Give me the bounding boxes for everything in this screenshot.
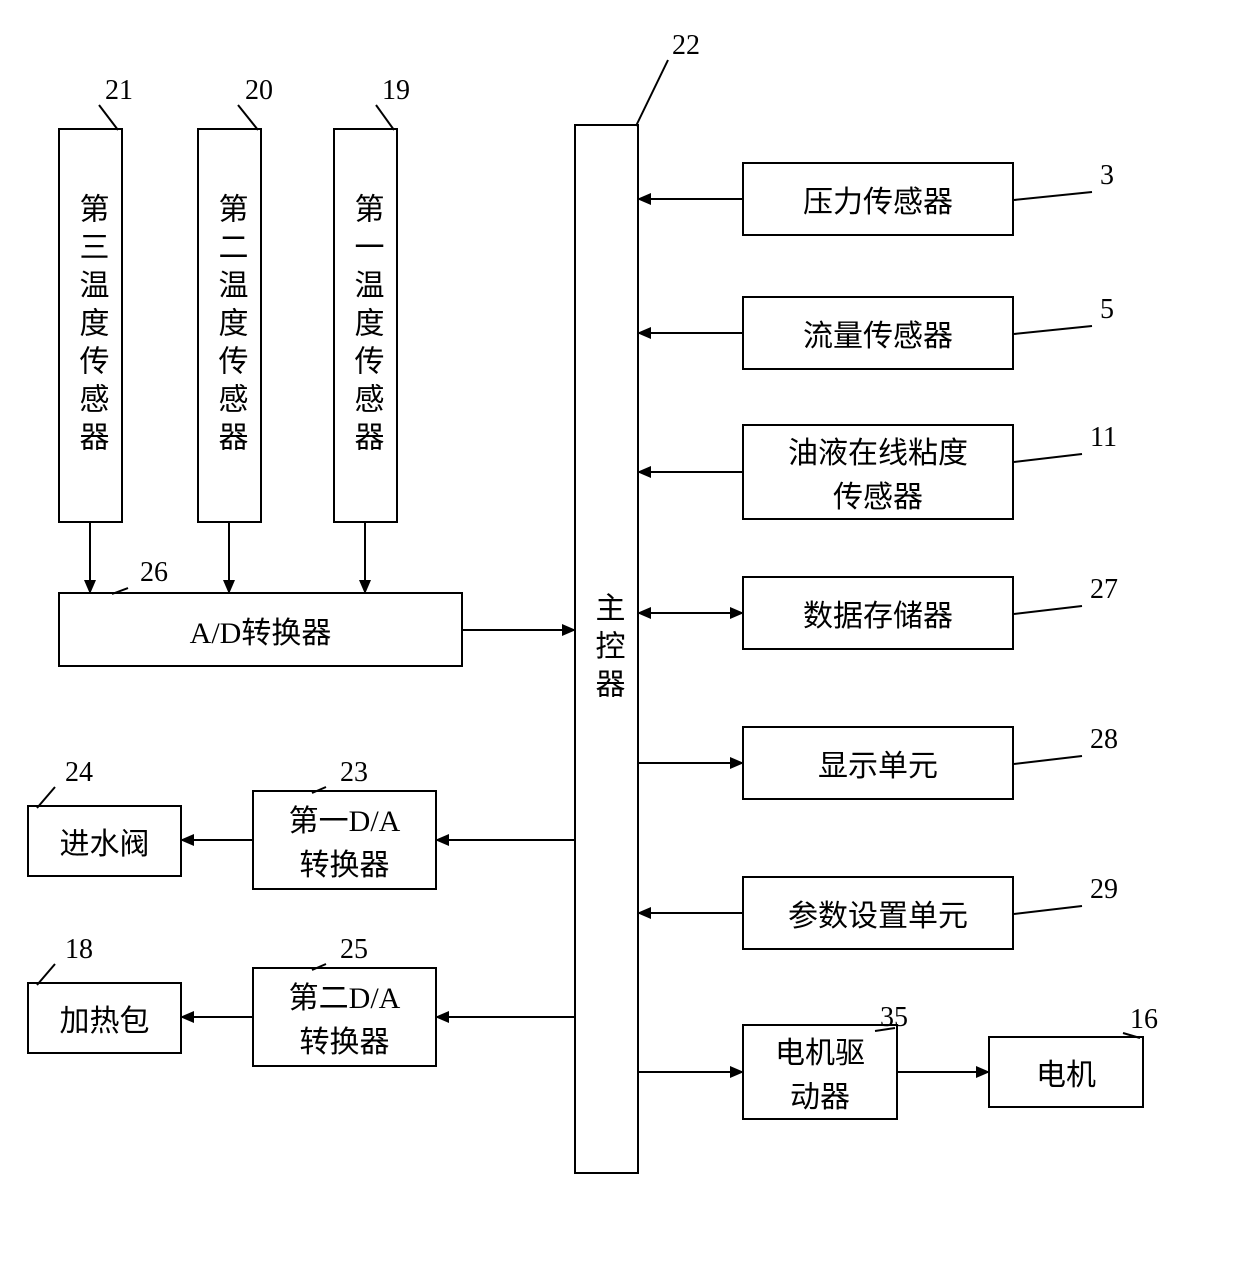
motor-driver-label: 电机驱动器 [775,1028,865,1116]
param-setting-label: 参数设置单元 [788,891,968,935]
temp-sensor-2-label: 第二温度传感器 [208,193,252,459]
data-storage-label: 数据存储器 [803,591,953,635]
da-converter-2-box: 第二D/A转换器 [252,967,437,1067]
data-storage-box: 数据存储器 [742,576,1014,650]
heater-label: 加热包 [60,996,150,1040]
id-label-19: 19 [382,75,410,107]
id-label-20: 20 [245,75,273,107]
flow-sensor-box: 流量传感器 [742,296,1014,370]
inlet-valve-box: 进水阀 [27,805,182,877]
viscosity-sensor-box: 油液在线粘度传感器 [742,424,1014,520]
pressure-sensor-label: 压力传感器 [803,177,953,221]
id-label-28: 28 [1090,724,1118,756]
param-setting-box: 参数设置单元 [742,876,1014,950]
da-converter-1-box: 第一D/A转换器 [252,790,437,890]
pressure-sensor-box: 压力传感器 [742,162,1014,236]
id-label-26: 26 [140,557,168,589]
temp-sensor-1-box: 第一温度传感器 [333,128,398,523]
display-unit-label: 显示单元 [818,741,938,785]
temp-sensor-3-label: 第三温度传感器 [69,193,113,459]
id-label-35: 35 [880,1002,908,1034]
motor-label: 电机 [1036,1050,1096,1094]
temp-sensor-3-box: 第三温度传感器 [58,128,123,523]
main-controller-box: 主控器 [574,124,639,1174]
viscosity-sensor-label: 油液在线粘度传感器 [788,428,968,516]
motor-driver-box: 电机驱动器 [742,1024,898,1120]
da-converter-1-label: 第一D/A转换器 [289,796,401,884]
id-label-22: 22 [672,30,700,62]
ad-converter-box: A/D转换器 [58,592,463,667]
ad-converter-label: A/D转换器 [190,608,332,652]
id-label-11: 11 [1090,422,1117,454]
main-controller-label: 主控器 [585,592,629,706]
heater-box: 加热包 [27,982,182,1054]
temp-sensor-1-label: 第一温度传感器 [344,193,388,459]
flow-sensor-label: 流量传感器 [803,311,953,355]
id-label-21: 21 [105,75,133,107]
id-label-25: 25 [340,934,368,966]
id-label-24: 24 [65,757,93,789]
id-label-27: 27 [1090,574,1118,606]
id-label-5: 5 [1100,294,1114,326]
id-label-29: 29 [1090,874,1118,906]
motor-box: 电机 [988,1036,1144,1108]
id-label-3: 3 [1100,160,1114,192]
da-converter-2-label: 第二D/A转换器 [289,973,401,1061]
id-label-18: 18 [65,934,93,966]
id-label-23: 23 [340,757,368,789]
temp-sensor-2-box: 第二温度传感器 [197,128,262,523]
inlet-valve-label: 进水阀 [60,819,150,863]
id-label-16: 16 [1130,1004,1158,1036]
display-unit-box: 显示单元 [742,726,1014,800]
